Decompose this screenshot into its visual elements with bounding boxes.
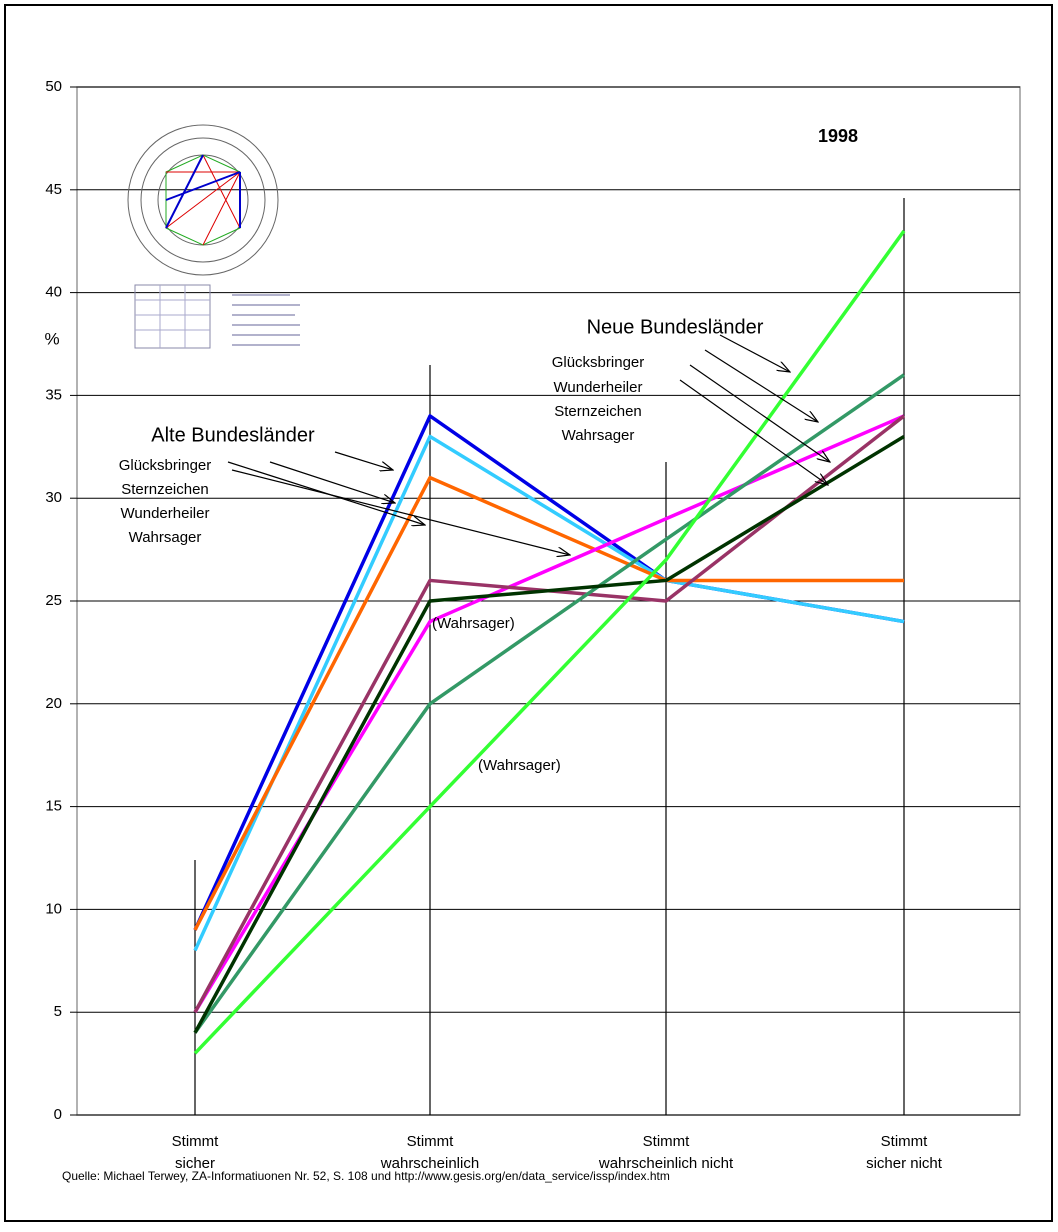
x-tick-label: Stimmt sicher [172, 1133, 219, 1172]
annotation: Sternzeichen [554, 403, 642, 420]
series-line [193, 229, 906, 1055]
series-line [193, 435, 905, 1034]
annotation: 1998 [818, 126, 858, 146]
x-tick-line: wahrscheinlich [380, 1155, 479, 1172]
y-tick-label: 40 [45, 284, 62, 301]
annotation: Alte Bundesländer [151, 424, 315, 446]
grid [70, 86, 1020, 1116]
annotation: Neue Bundesländer [587, 316, 764, 338]
y-tick-label: 0 [54, 1106, 62, 1123]
annotation: Wunderheiler [121, 505, 210, 522]
annotation: Glücksbringer [552, 354, 645, 371]
y-tick-label: 25 [45, 592, 62, 609]
annotation: Wahrsager [562, 427, 635, 444]
annotation: Glücksbringer [119, 457, 212, 474]
category-lines [194, 198, 905, 1115]
y-tick-label: 10 [45, 900, 62, 917]
x-tick-line: sicher nicht [866, 1155, 943, 1172]
x-tick-label: Stimmt sicher nicht [866, 1133, 943, 1172]
x-tick-label: Stimmt wahrscheinlich nicht [598, 1133, 734, 1172]
annotation: (Wahrsager) [478, 757, 561, 774]
y-tick-label: 50 [45, 78, 62, 95]
x-tick-label: Stimmt wahrscheinlich [380, 1133, 479, 1172]
series-line [193, 475, 904, 931]
annotation: Sternzeichen [121, 481, 209, 498]
series-line [193, 434, 905, 952]
x-tick-line: Stimmt [881, 1133, 928, 1150]
x-tick-line: wahrscheinlich nicht [598, 1155, 734, 1172]
y-tick-label: 5 [54, 1003, 62, 1020]
y-tick-label: 20 [45, 695, 62, 712]
y-tick-label: 35 [45, 386, 62, 403]
x-tick-line: Stimmt [407, 1133, 454, 1150]
annotation: Wunderheiler [554, 379, 643, 396]
x-tick-line: sicher [175, 1155, 215, 1172]
labels: 0 5 10 15 20 25 30 35 40 45 50 Stimmt sicher Stimmt wa… [44, 78, 942, 1183]
y-tick-label: 30 [45, 489, 62, 506]
arrows [227, 334, 830, 555]
annotation: (Wahrsager) [432, 615, 515, 632]
source-note: Quelle: Michael Terwey, ZA-Informatiuone… [62, 1169, 670, 1183]
y-tick-label: 45 [45, 181, 62, 198]
series-lines [193, 229, 906, 1055]
x-tick-line: Stimmt [172, 1133, 219, 1150]
series-line [193, 373, 905, 1034]
y-tick-label: 15 [45, 798, 62, 815]
x-tick-line: Stimmt [643, 1133, 690, 1150]
annotation: % [44, 329, 59, 348]
annotation: Wahrsager [129, 529, 202, 546]
astro-figure [127, 124, 300, 349]
